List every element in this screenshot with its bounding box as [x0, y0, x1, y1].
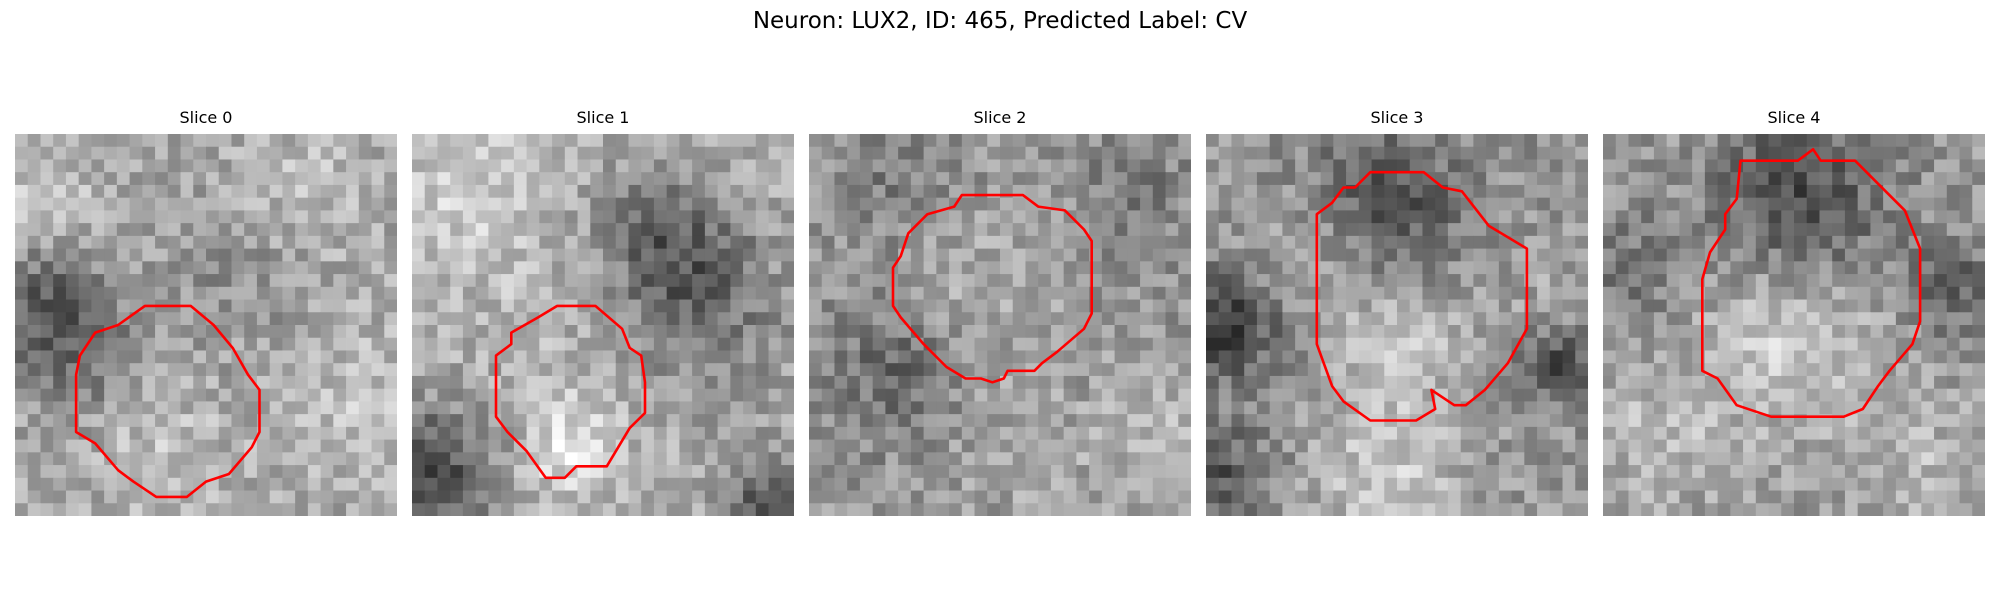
slice-panel: Slice 4 — [1603, 108, 1985, 516]
slice-title: Slice 4 — [1767, 108, 1821, 127]
roi-contour — [1315, 170, 1529, 422]
slice-title: Slice 1 — [576, 108, 630, 127]
slice-image — [1603, 134, 1985, 516]
slice-panel: Slice 3 — [1206, 108, 1588, 516]
slice-title: Slice 0 — [179, 108, 233, 127]
slice-image — [809, 134, 1191, 516]
slice-title: Slice 3 — [1370, 108, 1424, 127]
roi-contour — [494, 304, 647, 480]
slice-panel: Slice 2 — [809, 108, 1191, 516]
slice-image — [1206, 134, 1588, 516]
figure-title: Neuron: LUX2, ID: 465, Predicted Label: … — [752, 8, 1248, 34]
roi-contour — [1701, 148, 1922, 419]
slice-title: Slice 2 — [973, 108, 1027, 127]
slice-panel: Slice 1 — [412, 108, 794, 516]
slice-image — [412, 134, 794, 516]
roi-contour — [74, 304, 261, 499]
slice-image — [15, 134, 397, 516]
roi-contour — [891, 193, 1094, 384]
slice-panel: Slice 0 — [15, 108, 397, 516]
